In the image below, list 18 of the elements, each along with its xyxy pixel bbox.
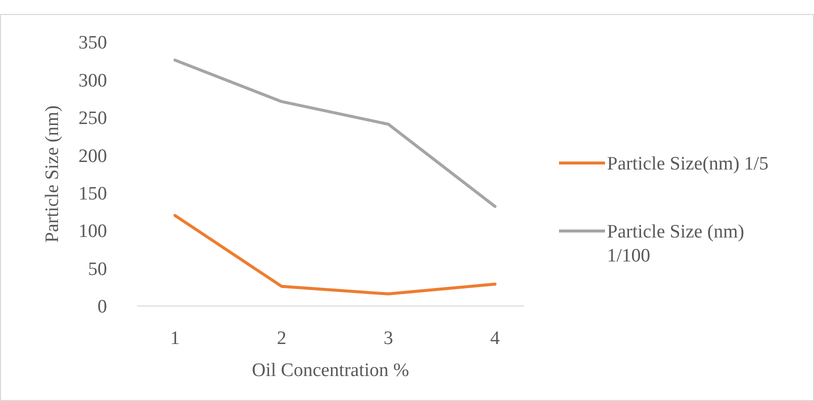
y-tick-label: 0 bbox=[98, 296, 107, 318]
x-tick-label: 2 bbox=[276, 328, 286, 349]
y-tick-label: 300 bbox=[78, 70, 107, 92]
legend-label: Particle Size(nm) 1/5 bbox=[607, 154, 768, 175]
y-axis-title: Particle Size (nm) bbox=[42, 105, 63, 243]
y-tick-label: 350 bbox=[78, 32, 107, 54]
x-axis-title: Oil Concentration % bbox=[252, 360, 410, 381]
x-tick-label: 1 bbox=[170, 328, 180, 349]
line-series bbox=[174, 58, 496, 208]
y-tick-label: 200 bbox=[78, 146, 107, 167]
x-tick-label: 3 bbox=[384, 328, 394, 349]
y-tick-label: 50 bbox=[88, 258, 107, 280]
y-tick-label: 150 bbox=[78, 184, 107, 205]
y-tick-label: 250 bbox=[78, 108, 107, 130]
y-tick-label: 100 bbox=[78, 221, 107, 242]
x-tick-label: 4 bbox=[490, 328, 500, 349]
line-series bbox=[174, 214, 496, 296]
legend-label: Particle Size (nm) 1/100 bbox=[607, 222, 744, 266]
